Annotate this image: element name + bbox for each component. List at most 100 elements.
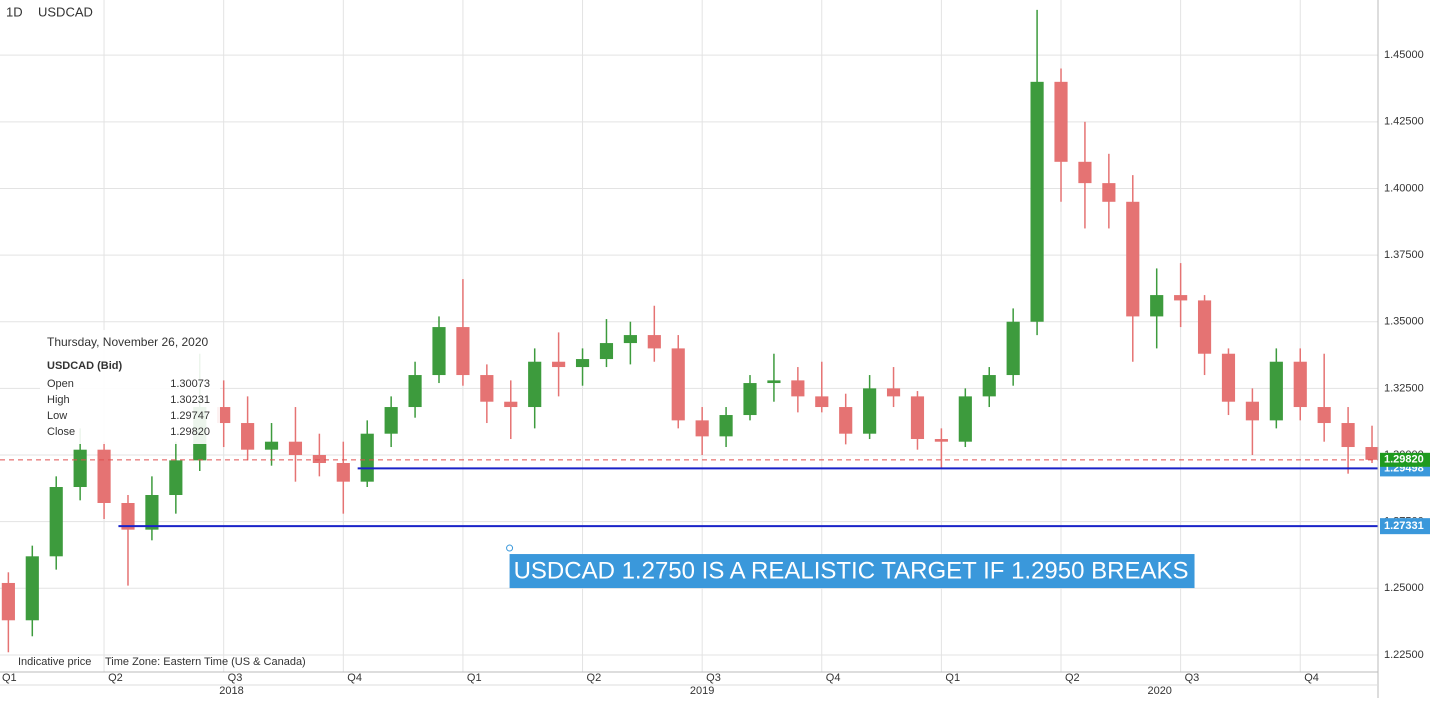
candle-body (1126, 201, 1140, 317)
plot (1, 9, 1379, 653)
year-label: 2020 (1147, 685, 1171, 697)
y-tick-label: 1.42500 (1384, 116, 1424, 128)
candle-body (360, 433, 374, 482)
tooltip: Thursday, November 26, 2020 USDCAD (Bid)… (40, 330, 220, 444)
candle-body (1030, 81, 1044, 322)
candle-body (480, 375, 494, 402)
candle-body (1, 582, 15, 621)
candle-body (528, 361, 542, 408)
tooltip-label: High (47, 394, 70, 406)
x-tick-label: Q3 (706, 672, 721, 684)
x-tick-label: Q1 (2, 672, 17, 684)
candle-body (982, 375, 996, 397)
interval: 1D (6, 4, 23, 19)
candle-body (384, 407, 398, 434)
candle-body (1221, 353, 1236, 402)
x-tick-label: Q2 (1065, 672, 1080, 684)
candle-body (1150, 295, 1164, 317)
candle-body (73, 449, 87, 488)
tooltip-title: USDCAD (Bid) (47, 360, 122, 372)
candle-body (958, 396, 972, 442)
tooltip-value: 1.30231 (170, 394, 210, 406)
candle-body (145, 495, 159, 530)
x-tick-label: Q2 (587, 672, 602, 684)
candle-body (1197, 300, 1212, 354)
y-tick-label: 1.35000 (1384, 316, 1424, 328)
x-tick-label: Q1 (945, 672, 960, 684)
y-tick-label: 1.40000 (1384, 182, 1424, 194)
candle-body (934, 439, 948, 442)
y-tick-label: 1.45000 (1384, 49, 1424, 61)
x-tick-label: Q4 (1304, 672, 1319, 684)
candle-body (1341, 423, 1355, 448)
candle-body (767, 380, 781, 384)
tooltip-value: 1.29820 (170, 426, 210, 438)
x-tick-label: Q1 (467, 672, 482, 684)
candle-body (1269, 361, 1283, 421)
candle-body (575, 359, 590, 368)
y-tick-label: 1.22500 (1384, 649, 1424, 661)
candle-body (647, 335, 661, 349)
last-price-label: 1.29820 (1384, 454, 1424, 466)
year-label: 2018 (219, 685, 243, 697)
candle-body (336, 463, 350, 482)
x-tick-label: Q3 (228, 672, 243, 684)
candle-body (264, 441, 279, 450)
symbol: USDCAD (38, 4, 93, 19)
candle-body (1365, 447, 1379, 460)
candle-body (695, 420, 709, 437)
candle-body (49, 487, 63, 557)
candle-body (791, 380, 805, 397)
annotation-anchor (506, 544, 514, 552)
footer-timezone: Time Zone: Eastern Time (US & Canada) (105, 656, 306, 668)
x-tick-label: Q4 (826, 672, 841, 684)
candle-body (97, 449, 111, 504)
year-label: 2019 (690, 685, 714, 697)
candle-body (1317, 407, 1331, 424)
tooltip-label: Low (47, 410, 67, 422)
tooltip-label: Close (47, 426, 75, 438)
candle-body (839, 407, 853, 434)
tooltip-box (40, 330, 220, 444)
candle-body (241, 423, 255, 450)
candle-body (910, 396, 925, 440)
candle-body (815, 396, 829, 408)
tooltip-value: 1.30073 (170, 378, 210, 390)
candle-body (1245, 401, 1259, 421)
last-price-box (1380, 452, 1430, 467)
y-tick-label: 1.32500 (1384, 382, 1424, 394)
candle-body (1293, 361, 1307, 408)
candle-body (312, 455, 326, 464)
overlay: USDCAD 1.2750 IS A REALISTIC TARGET IF 1… (0, 459, 1378, 589)
candle-body (217, 407, 231, 424)
candle-body (863, 388, 877, 434)
annotation-box (509, 554, 1195, 589)
candle-body (671, 348, 685, 421)
y-tick-label: 1.25000 (1384, 582, 1424, 594)
candle-body (1006, 321, 1020, 376)
candle-body (599, 343, 614, 360)
level-label-box (1380, 518, 1430, 535)
tooltip-label: Open (47, 378, 74, 390)
tooltip-rows: Open 1.30073 High 1.30231 Low 1.29747 Close 1.2… (47, 378, 210, 438)
candle-body (408, 375, 422, 408)
candle-body (1078, 161, 1092, 184)
tooltip-date: Thursday, November 26, 2020 (47, 335, 209, 349)
candle-body (886, 388, 901, 397)
tooltip-value: 1.29747 (170, 410, 210, 422)
candle-body (743, 383, 757, 416)
candle-body (552, 361, 566, 368)
footer-note: Indicative price (18, 656, 91, 668)
candle-body (623, 335, 637, 344)
candle-body (1054, 81, 1068, 162)
level-label: 1.27331 (1384, 520, 1424, 532)
candle-body (456, 327, 470, 376)
x-tick-label: Q2 (108, 672, 123, 684)
candle-body (719, 415, 733, 437)
x-tick-label: Q4 (347, 672, 362, 684)
candle-body (169, 460, 183, 496)
candle-body (1102, 183, 1116, 202)
candle-body (121, 503, 135, 530)
